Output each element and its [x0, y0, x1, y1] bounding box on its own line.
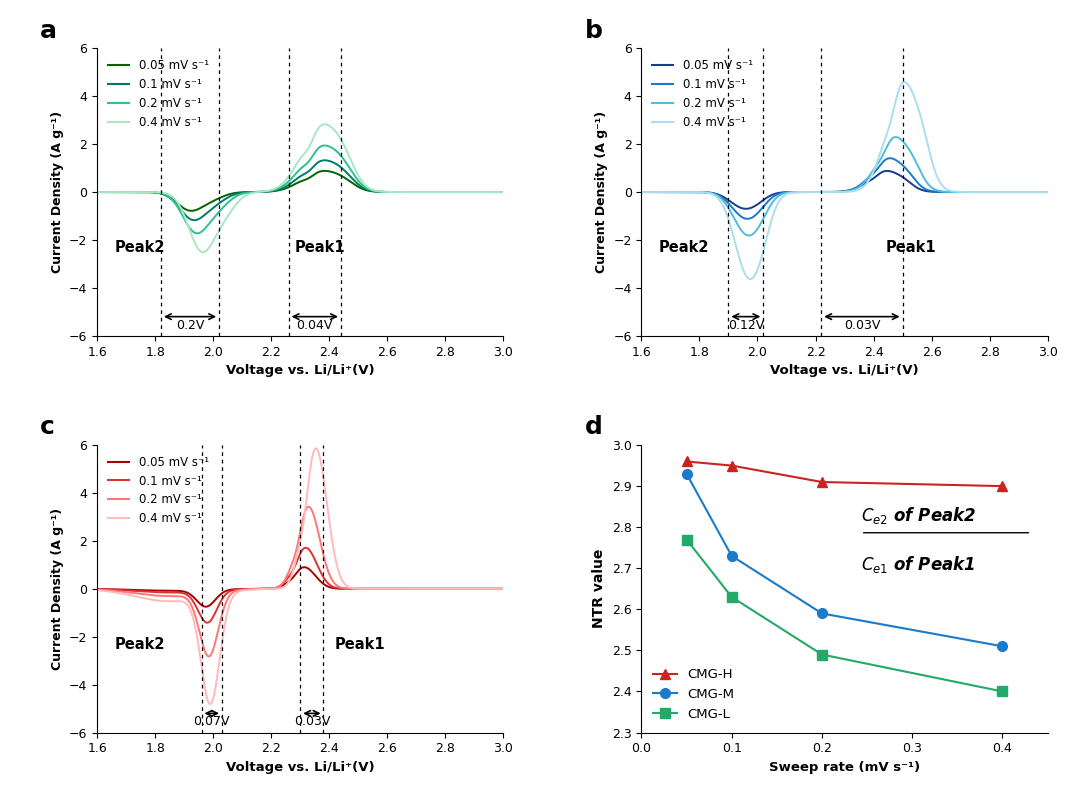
- Text: $C_{e1}$ of Peak1: $C_{e1}$ of Peak1: [861, 555, 975, 576]
- X-axis label: Sweep rate (mV s⁻¹): Sweep rate (mV s⁻¹): [769, 761, 920, 774]
- Text: c: c: [40, 415, 55, 440]
- Text: 0.03V: 0.03V: [843, 319, 880, 332]
- Text: a: a: [40, 19, 57, 43]
- CMG-H: [815, 477, 828, 487]
- Y-axis label: Current Density (A g⁻¹): Current Density (A g⁻¹): [51, 111, 64, 273]
- CMG-L: [726, 592, 739, 602]
- Text: Peak2: Peak2: [114, 637, 165, 652]
- Text: Peak2: Peak2: [114, 240, 165, 255]
- Y-axis label: Current Density (A g⁻¹): Current Density (A g⁻¹): [51, 508, 64, 670]
- Text: Peak1: Peak1: [335, 637, 386, 652]
- Text: d: d: [584, 415, 603, 440]
- Text: Peak1: Peak1: [295, 240, 346, 255]
- X-axis label: Voltage vs. Li/Li⁺(V): Voltage vs. Li/Li⁺(V): [226, 364, 375, 377]
- Legend: 0.05 mV s⁻¹, 0.1 mV s⁻¹, 0.2 mV s⁻¹, 0.4 mV s⁻¹: 0.05 mV s⁻¹, 0.1 mV s⁻¹, 0.2 mV s⁻¹, 0.4…: [103, 451, 214, 530]
- Y-axis label: NTR value: NTR value: [592, 549, 606, 629]
- Text: 0.04V: 0.04V: [297, 319, 333, 332]
- X-axis label: Voltage vs. Li/Li⁺(V): Voltage vs. Li/Li⁺(V): [226, 761, 375, 774]
- Legend: 0.05 mV s⁻¹, 0.1 mV s⁻¹, 0.2 mV s⁻¹, 0.4 mV s⁻¹: 0.05 mV s⁻¹, 0.1 mV s⁻¹, 0.2 mV s⁻¹, 0.4…: [103, 54, 214, 134]
- Y-axis label: Current Density (A g⁻¹): Current Density (A g⁻¹): [595, 111, 608, 273]
- CMG-L: [815, 650, 828, 659]
- Line: CMG-M: CMG-M: [681, 469, 1008, 651]
- Line: CMG-H: CMG-H: [681, 456, 1008, 491]
- Legend: 0.05 mV s⁻¹, 0.1 mV s⁻¹, 0.2 mV s⁻¹, 0.4 mV s⁻¹: 0.05 mV s⁻¹, 0.1 mV s⁻¹, 0.2 mV s⁻¹, 0.4…: [647, 54, 757, 134]
- Text: Peak2: Peak2: [659, 240, 710, 255]
- CMG-H: [726, 460, 739, 470]
- Text: 0.2V: 0.2V: [176, 319, 204, 332]
- Text: $C_{e2}$ of Peak2: $C_{e2}$ of Peak2: [861, 505, 976, 526]
- CMG-M: [726, 551, 739, 561]
- Legend: CMG-H, CMG-M, CMG-L: CMG-H, CMG-M, CMG-L: [648, 663, 740, 726]
- Text: 0.07V: 0.07V: [193, 716, 230, 729]
- Text: 0.03V: 0.03V: [294, 716, 330, 729]
- Text: 0.12V: 0.12V: [728, 319, 764, 332]
- Line: CMG-L: CMG-L: [681, 535, 1008, 696]
- Text: Peak1: Peak1: [886, 240, 935, 255]
- CMG-L: [680, 535, 693, 544]
- CMG-M: [996, 642, 1009, 651]
- CMG-L: [996, 687, 1009, 696]
- Text: b: b: [584, 19, 603, 43]
- X-axis label: Voltage vs. Li/Li⁺(V): Voltage vs. Li/Li⁺(V): [770, 364, 919, 377]
- CMG-H: [996, 481, 1009, 491]
- CMG-M: [815, 609, 828, 618]
- CMG-H: [680, 456, 693, 466]
- CMG-M: [680, 469, 693, 479]
